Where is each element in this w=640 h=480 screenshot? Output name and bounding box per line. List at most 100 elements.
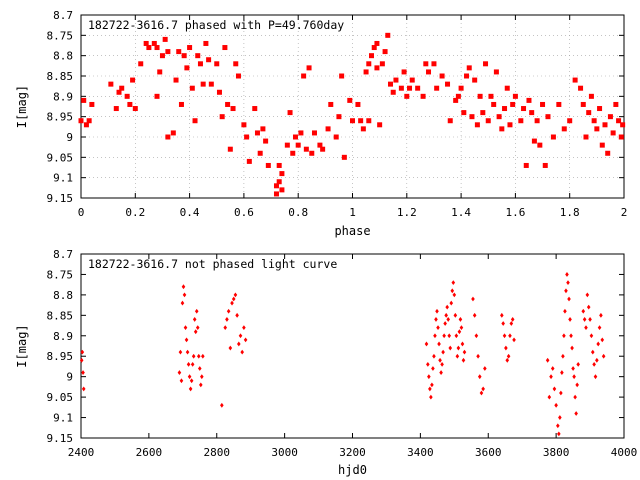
x-tick-label: 2600 [136,446,163,459]
data-point [616,118,622,124]
data-point [435,308,439,314]
data-point [477,374,482,380]
data-point [241,122,247,128]
data-point [301,73,307,79]
data-point [130,77,136,83]
data-point [434,317,438,322]
data-point [276,162,282,168]
data-point [157,69,163,75]
y-tick-label: 8.7 [53,248,73,261]
y-tick-label: 9.05 [47,151,74,164]
data-point [113,106,119,112]
data-point [455,353,460,359]
data-point [339,73,345,79]
data-point [588,93,594,99]
data-point [502,106,508,112]
data-point [225,317,229,322]
data-point [246,158,252,164]
data-point [273,191,279,197]
data-point [564,288,568,294]
data-point [493,69,499,75]
x-tick-label: 1.2 [397,206,417,219]
data-point [180,300,185,306]
data-point [222,45,228,51]
data-point [479,390,484,396]
data-point [252,106,258,112]
data-point [477,93,483,99]
phased-light-curve-panel: 0 0.2 0.4 0.6 0.8 1 1.2 1.4 1.6 1.8 2 8.7 8.75 8.8 8.8… [15,9,627,238]
data-point [509,321,514,326]
data-point [557,431,561,437]
data-point [317,142,323,148]
data-point [201,353,205,359]
data-point [151,40,157,46]
data-point [119,85,125,91]
data-point [284,142,290,148]
data-point [471,296,475,302]
data-point [430,382,434,388]
y-tick-label: 9.1 [53,172,73,185]
data-point [457,329,462,335]
data-point [379,61,385,67]
data-point [214,61,220,67]
data-point [390,89,396,95]
y-tick-label: 9.1 [53,412,73,425]
x-tick-label: 3600 [475,446,502,459]
data-point [600,337,605,343]
data-point [591,118,597,124]
data-point [583,134,589,140]
data-point [295,142,301,148]
data-point [518,118,524,124]
data-point [576,362,580,367]
x-tick-label: 0 [78,206,85,219]
data-point [570,345,574,351]
data-point [523,162,529,168]
y-tick-label: 8.85 [47,309,74,322]
data-point [501,321,505,326]
data-point [192,118,198,124]
x-tick-label: 1.8 [560,206,580,219]
plot-frame [80,253,625,439]
data-point [80,349,85,355]
data-point [181,284,186,290]
data-point [243,337,248,343]
data-point [439,370,443,375]
data-point [574,411,578,416]
data-point [423,61,429,67]
data-point [178,349,183,355]
x-tick-label: 3800 [543,446,570,459]
data-point [81,97,87,103]
data-point [472,312,477,318]
data-point [369,53,375,59]
data-point [578,85,584,91]
data-point [81,370,85,375]
data-point [159,53,165,59]
y-tick-label: 8.75 [47,29,74,42]
data-point [263,138,269,144]
data-point [183,325,188,330]
data-point [292,134,298,140]
data-point [459,325,464,330]
data-point [567,118,573,124]
data-point [336,114,342,120]
data-point [189,378,194,384]
data-point [485,118,491,124]
data-point [401,69,407,75]
data-point [265,162,271,168]
data-point [504,85,510,91]
data-point [526,97,532,103]
data-point [545,114,551,120]
data-point [192,317,197,322]
data-point [452,292,457,298]
data-point [545,357,550,363]
chart-title: 182722-3616.7 phased with P=49.760day [88,18,344,32]
data-point [208,81,214,87]
data-point [521,106,527,112]
data-point [428,386,432,392]
data-point [561,126,567,132]
data-point [556,101,562,107]
data-point [89,101,95,107]
data-point [537,142,543,148]
data-point [325,126,331,132]
